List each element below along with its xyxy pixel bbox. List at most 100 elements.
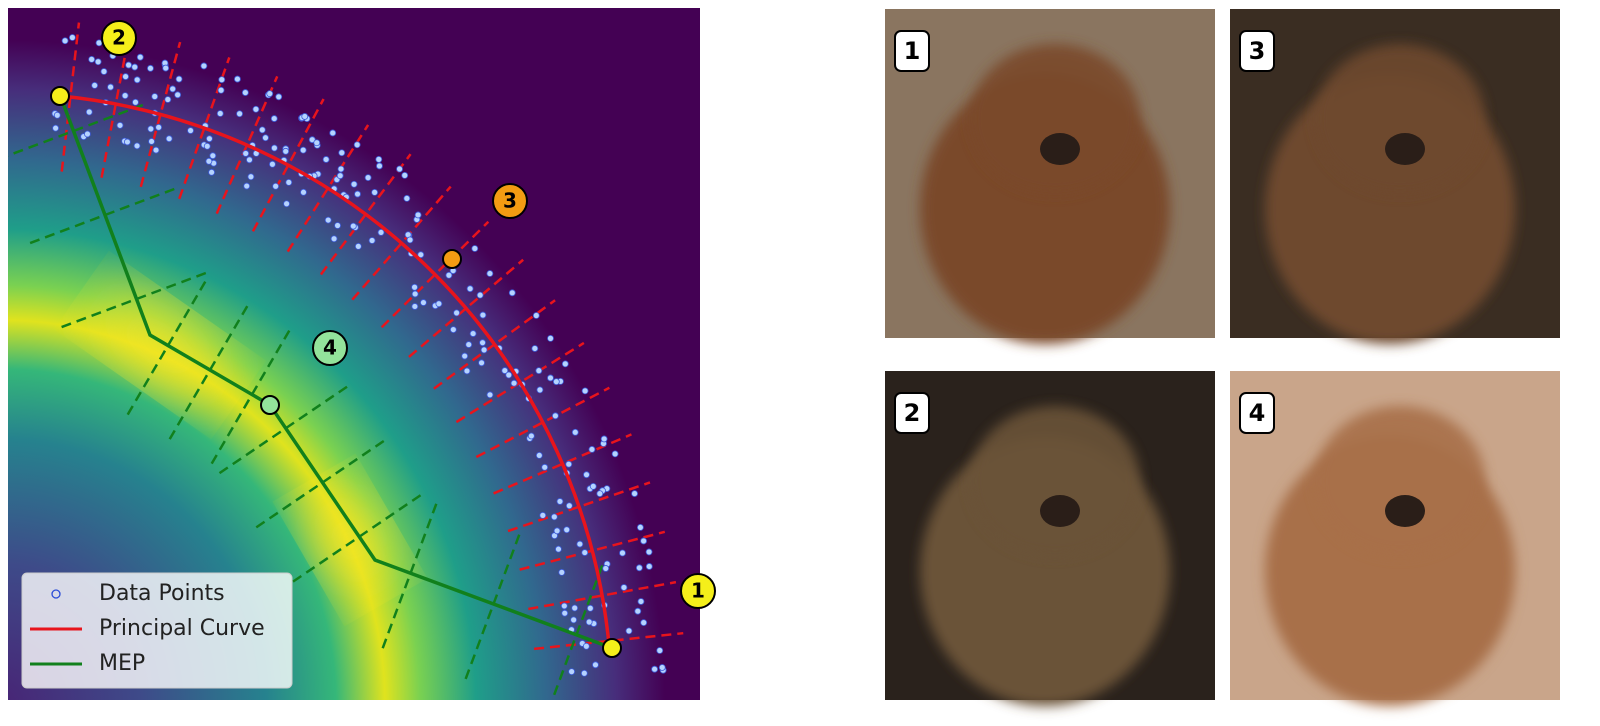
principal-tick bbox=[433, 299, 556, 390]
image-panel: 1 bbox=[885, 9, 1215, 344]
data-point bbox=[556, 498, 564, 505]
data-point bbox=[282, 147, 290, 155]
data-point bbox=[571, 604, 579, 612]
data-point bbox=[561, 360, 569, 368]
data-point bbox=[634, 607, 642, 615]
badge: 3 bbox=[492, 183, 528, 219]
data-point bbox=[200, 62, 208, 70]
data-point bbox=[84, 130, 91, 138]
svg-text:1: 1 bbox=[691, 579, 705, 603]
data-point bbox=[329, 129, 337, 137]
data-point bbox=[91, 82, 99, 89]
data-point bbox=[243, 182, 251, 190]
data-point bbox=[658, 664, 666, 671]
data-point bbox=[85, 108, 93, 116]
data-point bbox=[155, 123, 163, 131]
data-point bbox=[560, 602, 568, 610]
principal-tick bbox=[533, 631, 684, 651]
data-point bbox=[152, 146, 160, 154]
data-point bbox=[121, 92, 129, 100]
legend-label: Data Points bbox=[99, 581, 225, 606]
data-point bbox=[637, 598, 645, 605]
data-point bbox=[234, 75, 241, 83]
data-point bbox=[132, 98, 139, 106]
data-point bbox=[478, 359, 485, 367]
data-point bbox=[122, 73, 129, 80]
data-point bbox=[205, 157, 213, 165]
image-label: 2 bbox=[904, 399, 921, 427]
principal-tick bbox=[60, 22, 81, 172]
data-point bbox=[61, 37, 69, 45]
data-point bbox=[541, 463, 549, 471]
data-point bbox=[336, 172, 344, 180]
data-point bbox=[580, 669, 588, 677]
data-point bbox=[600, 435, 608, 443]
principal-tick bbox=[408, 258, 524, 358]
data-point bbox=[236, 110, 243, 118]
data-point bbox=[100, 68, 108, 75]
data-point bbox=[565, 502, 573, 510]
plot-area bbox=[8, 8, 700, 700]
beaver-head bbox=[970, 406, 1140, 556]
data-point bbox=[476, 291, 484, 299]
beaver-head bbox=[970, 44, 1140, 194]
data-point bbox=[651, 665, 658, 673]
data-point bbox=[411, 290, 419, 298]
principal-tick bbox=[215, 75, 279, 215]
data-point bbox=[596, 490, 604, 498]
data-point bbox=[275, 93, 283, 101]
data-point bbox=[376, 162, 383, 170]
curve-point bbox=[260, 395, 280, 415]
principal-tick bbox=[251, 98, 325, 232]
data-point bbox=[165, 135, 173, 143]
data-point bbox=[217, 86, 225, 94]
data-point bbox=[592, 661, 599, 669]
data-point bbox=[445, 271, 453, 279]
svg-text:2: 2 bbox=[112, 26, 126, 50]
image-panel: 2 bbox=[885, 371, 1215, 706]
principal-tick bbox=[139, 41, 182, 188]
image-label: 1 bbox=[904, 37, 921, 65]
data-point bbox=[619, 549, 626, 557]
data-point bbox=[635, 564, 643, 572]
data-point bbox=[368, 237, 376, 244]
data-point bbox=[125, 61, 133, 69]
data-point bbox=[535, 367, 543, 375]
data-point bbox=[561, 609, 569, 617]
data-point bbox=[420, 299, 427, 306]
data-point bbox=[471, 245, 479, 252]
data-point bbox=[449, 326, 457, 333]
legend-label: Principal Curve bbox=[99, 616, 265, 641]
data-point bbox=[501, 367, 509, 374]
data-point bbox=[565, 460, 573, 468]
badge: 1 bbox=[680, 573, 716, 609]
data-point bbox=[164, 96, 172, 103]
label-box bbox=[1239, 392, 1275, 434]
beaver-nose bbox=[1040, 495, 1080, 527]
data-point bbox=[218, 76, 226, 84]
data-point bbox=[585, 618, 593, 626]
data-point bbox=[133, 76, 141, 84]
data-point bbox=[586, 604, 594, 612]
data-point bbox=[551, 412, 559, 420]
data-point bbox=[465, 341, 473, 348]
data-point bbox=[535, 452, 543, 459]
data-point bbox=[262, 134, 269, 142]
badge: 2 bbox=[101, 20, 137, 56]
data-point bbox=[645, 548, 653, 556]
principal-tick bbox=[178, 56, 231, 200]
data-point bbox=[270, 115, 278, 122]
data-point bbox=[123, 138, 131, 146]
data-point bbox=[611, 450, 619, 458]
legend bbox=[21, 572, 293, 689]
data-point bbox=[547, 374, 554, 382]
principal-curve bbox=[59, 94, 612, 649]
data-point bbox=[148, 138, 155, 145]
data-point bbox=[463, 367, 471, 375]
legend-label: MEP bbox=[99, 651, 145, 676]
data-point bbox=[88, 55, 96, 63]
principal-tick bbox=[286, 124, 370, 253]
data-point bbox=[576, 540, 584, 548]
data-point bbox=[656, 647, 664, 654]
data-point bbox=[285, 178, 293, 186]
